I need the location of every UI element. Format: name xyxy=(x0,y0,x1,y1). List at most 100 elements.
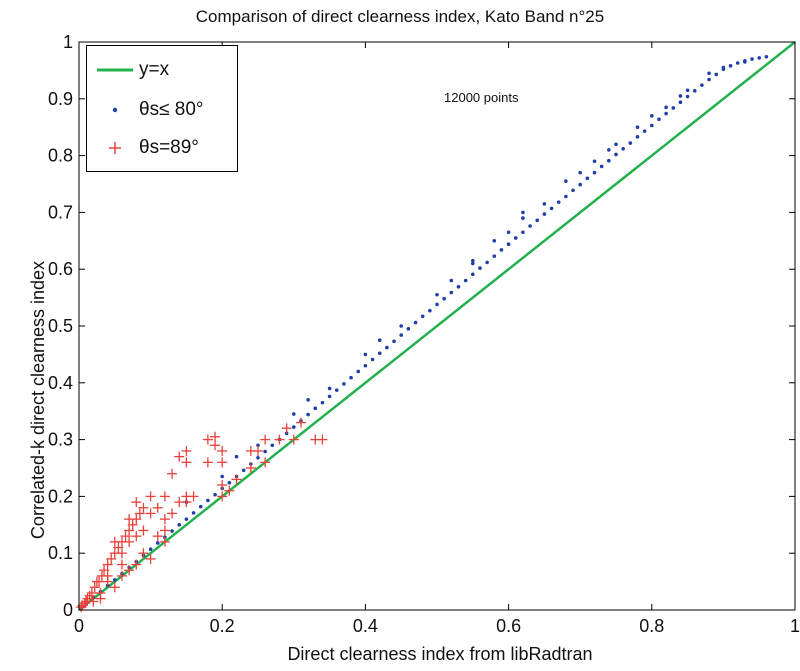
legend-dot-symbol xyxy=(112,107,118,113)
legend-label-dots: θs≤ 80° xyxy=(139,99,204,120)
legend: y=x θs≤ 80° θs=89° xyxy=(86,45,238,172)
data-point-dot xyxy=(385,345,389,350)
x-axis-label: Direct clearness index from libRadtran xyxy=(287,644,593,664)
data-point-dot xyxy=(377,351,382,356)
data-point-plus xyxy=(210,440,221,451)
data-point-dot xyxy=(213,492,217,497)
data-point-dot xyxy=(292,412,296,416)
data-point-dot xyxy=(313,406,318,411)
data-point-dot xyxy=(256,443,260,448)
data-point-dot xyxy=(513,236,518,240)
legend-item-plus: θs=89° xyxy=(87,130,237,166)
data-point-dot xyxy=(556,200,561,204)
data-point-dot xyxy=(399,333,404,337)
data-point-plus xyxy=(224,485,235,496)
data-point-dot xyxy=(456,285,461,289)
data-point-dot xyxy=(721,65,726,70)
data-point-plus xyxy=(109,536,120,547)
data-point-plus xyxy=(138,502,149,513)
legend-label-line: y=x xyxy=(139,59,170,80)
data-point-dot xyxy=(342,382,346,386)
y-tick-label: 0.7 xyxy=(48,202,73,222)
data-point-dot xyxy=(492,254,497,258)
data-point-dot xyxy=(578,170,582,175)
x-tick-label: 0.6 xyxy=(496,616,521,636)
data-point-dot xyxy=(607,148,611,152)
data-point-plus xyxy=(202,434,213,445)
data-point-dot xyxy=(521,216,525,220)
data-point-plus xyxy=(167,468,178,479)
data-point-dot xyxy=(463,278,468,283)
data-point-dot xyxy=(320,400,325,405)
data-point-plus xyxy=(181,457,192,468)
y-tick-label: 0.8 xyxy=(48,146,73,166)
data-point-plus xyxy=(138,548,149,559)
data-point-plus xyxy=(260,457,271,468)
data-point-plus xyxy=(159,536,170,547)
data-point-plus xyxy=(159,525,170,536)
data-point-plus xyxy=(159,491,170,502)
data-point-dot xyxy=(671,106,676,110)
y-tick-label: 0.5 xyxy=(48,316,73,336)
data-point-dot xyxy=(170,529,174,533)
data-point-dot xyxy=(420,314,425,319)
data-point-plus xyxy=(131,531,142,542)
data-point-dot xyxy=(191,511,196,515)
y-tick-label: 0.2 xyxy=(48,486,73,506)
data-point-plus xyxy=(91,576,102,587)
data-point-plus xyxy=(253,445,263,456)
data-point-dot xyxy=(506,242,511,247)
data-point-dot xyxy=(535,218,540,223)
data-point-plus xyxy=(288,434,299,445)
data-point-dot xyxy=(678,100,683,105)
data-point-dot xyxy=(306,412,310,417)
data-point-plus xyxy=(202,457,213,468)
data-point-dot xyxy=(227,480,232,485)
data-point-dot xyxy=(678,94,683,98)
data-point-plus xyxy=(102,576,113,587)
data-point-dot xyxy=(370,357,375,362)
data-point-dot xyxy=(650,114,654,118)
y-tick-label: 0.4 xyxy=(48,373,73,393)
data-point-dot xyxy=(585,176,590,181)
data-point-dot xyxy=(599,164,604,169)
data-point-dot xyxy=(542,212,547,216)
data-point-plus xyxy=(260,434,271,445)
data-point-dot xyxy=(692,89,697,93)
data-point-dot xyxy=(750,57,754,61)
data-point-dot xyxy=(607,158,611,163)
data-point-plus xyxy=(174,497,185,508)
data-point-dot xyxy=(327,386,332,391)
data-point-plus xyxy=(145,553,156,564)
data-point-plus xyxy=(138,525,149,536)
data-point-dot xyxy=(578,182,582,187)
x-tick-label: 1 xyxy=(790,616,800,636)
data-point-dot xyxy=(198,504,203,509)
data-point-dot xyxy=(499,248,504,252)
data-point-dot xyxy=(714,72,719,77)
points-annotation: 12000 points xyxy=(444,90,519,105)
data-point-dot xyxy=(757,56,761,60)
data-point-dot xyxy=(635,135,640,139)
data-point-dot xyxy=(442,296,446,301)
axes-layer: 0 0.2 0.4 0.6 0.8 1 0 0.1 0.2 0.3 0.4 0.5 0.6 0.7 0.8 0… xyxy=(48,32,800,636)
legend-line-symbol xyxy=(97,68,133,72)
data-point-dot xyxy=(485,260,489,265)
data-point-plus xyxy=(145,491,156,502)
data-point-dot xyxy=(327,394,332,399)
data-point-plus xyxy=(84,590,95,601)
y-tick-label: 0.9 xyxy=(48,89,73,109)
data-point-dot xyxy=(363,363,368,368)
data-point-dot xyxy=(735,61,740,65)
data-point-plus xyxy=(145,508,156,519)
data-point-dot xyxy=(614,142,618,147)
data-point-dot xyxy=(284,431,289,436)
y-tick-label: 1 xyxy=(63,32,73,52)
data-point-plus xyxy=(181,491,192,502)
data-point-plus xyxy=(174,451,185,462)
data-point-dot xyxy=(521,210,525,215)
data-point-dot xyxy=(478,266,482,270)
data-point-plus xyxy=(124,536,135,547)
data-point-dot xyxy=(363,352,368,357)
data-point-plus xyxy=(106,553,117,564)
